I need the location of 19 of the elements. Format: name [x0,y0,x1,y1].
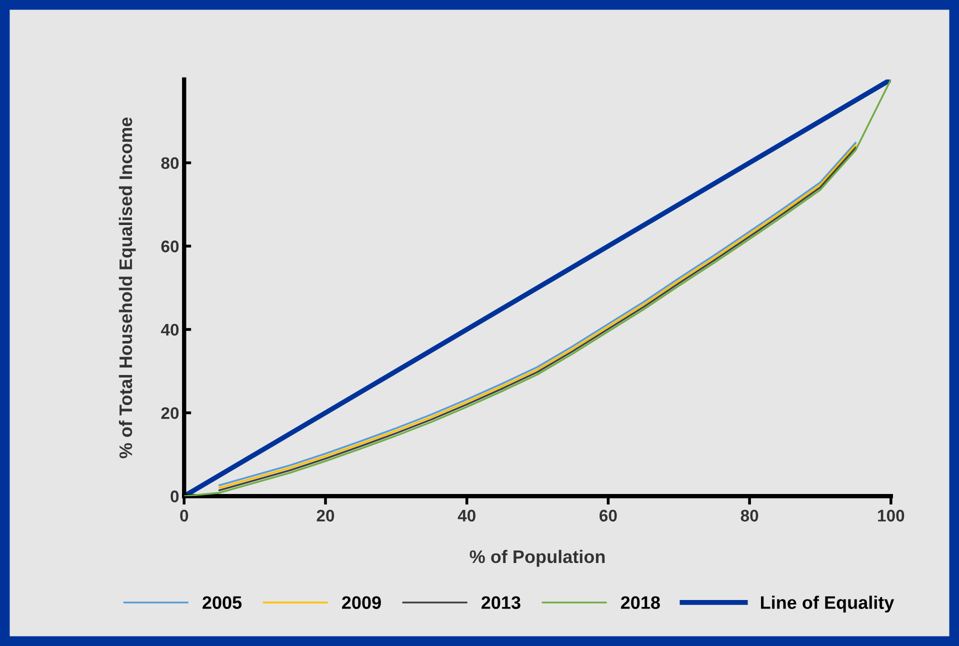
y-tick-label: 80 [161,157,179,169]
line-series [184,79,891,496]
x-axis-title: % of Population [470,550,605,567]
legend-label: 2009 [342,596,381,609]
x-tick-label: 40 [458,510,476,522]
legend-label: 2013 [481,596,520,609]
x-tick-label: 0 [180,510,188,522]
y-tick-label: 40 [160,324,179,336]
y-tick-label: 0 [170,490,179,502]
y-tick-label: 60 [161,240,179,252]
y-axis-title: % of Total Household Equalised Income [118,118,136,458]
y-tick-label: 20 [161,407,179,419]
x-tick-label: 100 [878,510,904,522]
x-tick-label: 60 [600,510,617,522]
legend-label: 2018 [620,596,660,609]
legend-label: 2005 [202,596,242,609]
x-tick-label: 80 [740,510,758,522]
legend-label: Line of Equality [761,596,894,613]
x-tick-label: 20 [316,510,334,522]
